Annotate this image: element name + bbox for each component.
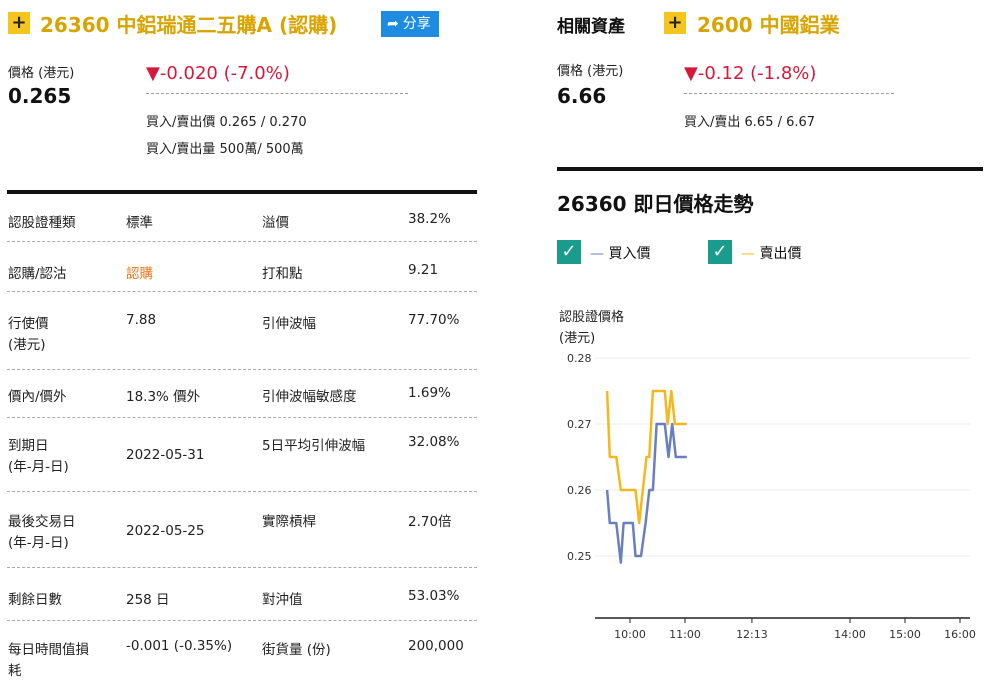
info-value: 38.2% <box>408 211 451 227</box>
x-tick-label: 10:00 <box>614 628 646 641</box>
info-value: 1.69% <box>408 385 451 401</box>
row-divider <box>7 241 477 242</box>
related-bid-ask-row: 買入/賣出 6.65 / 6.67 <box>684 111 815 130</box>
related-title[interactable]: 2600 中國鋁業 <box>697 13 840 37</box>
x-tick-label: 11:00 <box>669 628 701 641</box>
info-label: 打和點 <box>262 266 303 282</box>
info-label: 認股證種類 <box>8 215 76 231</box>
bid-ask-price-value: 0.265 / 0.270 <box>219 115 307 130</box>
info-value: 77.70% <box>408 312 460 328</box>
info-value: 2.70倍 <box>408 514 452 530</box>
price-chart[interactable]: 0.28 0.27 0.26 0.25 10:00 11:00 12:13 14:00 15:0… <box>555 345 980 655</box>
info-value: 200,000 <box>408 638 464 654</box>
related-bid-ask-label: 買入/賣出 <box>684 115 741 130</box>
info-value: -0.001 (-0.35%) <box>126 638 233 654</box>
info-value: 2022-05-31 <box>126 447 205 463</box>
row-divider <box>7 620 477 621</box>
section-rule <box>557 167 983 171</box>
info-label: 到期日 <box>8 438 49 454</box>
x-tick-label: 16:00 <box>944 628 976 641</box>
info-label-sub: 耗 <box>8 663 22 679</box>
info-label: 引伸波幅敏感度 <box>262 389 357 405</box>
warrant-change: ▼-0.020 (-7.0%) <box>146 63 290 84</box>
info-label: 引伸波幅 <box>262 316 316 332</box>
bid-legend-label: 買入價 <box>608 246 651 262</box>
bid-checkbox[interactable]: ✓ <box>557 240 581 264</box>
info-value: 258 日 <box>126 592 170 608</box>
row-divider <box>7 417 477 418</box>
share-label: 分享 <box>402 16 431 32</box>
info-label-sub: (港元) <box>8 337 46 353</box>
info-label: 實際槓桿 <box>262 514 316 530</box>
divider <box>146 93 408 94</box>
info-value: 7.88 <box>126 312 157 328</box>
info-value: 9.21 <box>408 262 439 278</box>
info-label: 每日時間值損 <box>8 642 89 658</box>
divider <box>684 93 894 94</box>
bid-ask-volume-value: 500萬/ 500萬 <box>219 142 304 157</box>
ask-legend-swatch: — <box>741 246 755 262</box>
y-tick-label: 0.27 <box>567 418 592 431</box>
info-label: 溢價 <box>262 215 289 231</box>
warrant-title: 26360 中鋁瑞通二五購A (認購) <box>40 13 338 37</box>
info-label: 行使價 <box>8 316 49 332</box>
row-divider <box>7 291 477 292</box>
info-label: 價內/價外 <box>8 389 67 405</box>
warrant-price-label: 價格 (港元) <box>8 66 75 81</box>
share-button[interactable]: ➦ 分享 <box>381 11 439 37</box>
row-divider <box>7 567 477 568</box>
related-change: ▼-0.12 (-1.8%) <box>684 63 817 84</box>
info-value: 18.3% 價外 <box>126 389 201 405</box>
bid-legend-swatch: — <box>590 246 604 262</box>
info-value: 32.08% <box>408 434 460 450</box>
info-value: 認購 <box>126 266 153 282</box>
info-label: 5日平均引伸波幅 <box>262 438 366 454</box>
y-tick-label: 0.26 <box>567 484 592 497</box>
info-label-sub: (年-月-日) <box>8 459 69 475</box>
related-price: 6.66 <box>557 84 607 108</box>
row-divider <box>7 369 477 370</box>
bid-ask-price-row: 買入/賣出價 0.265 / 0.270 <box>146 111 307 130</box>
bid-ask-price-label: 買入/賣出價 <box>146 115 216 130</box>
chart-ylabel-unit: (港元) <box>559 331 596 346</box>
add-related-icon[interactable]: + <box>664 12 686 34</box>
x-tick-label: 12:13 <box>736 628 768 641</box>
related-bid-ask-value: 6.65 / 6.67 <box>744 115 816 130</box>
chart-ylabel: 認股證價格 <box>559 310 625 325</box>
ask-checkbox[interactable]: ✓ <box>708 240 732 264</box>
y-tick-label: 0.25 <box>567 550 592 563</box>
info-label: 認購/認沽 <box>8 266 67 282</box>
info-label: 街貨量 (份) <box>262 642 331 658</box>
ask-price-line <box>605 389 687 525</box>
bid-ask-volume-row: 買入/賣出量 500萬/ 500萬 <box>146 138 304 157</box>
x-tick-label: 14:00 <box>834 628 866 641</box>
warrant-price: 0.265 <box>8 84 72 108</box>
related-asset-label: 相關資產 <box>557 17 625 37</box>
bid-ask-volume-label: 買入/賣出量 <box>146 142 216 157</box>
info-label: 最後交易日 <box>8 514 76 530</box>
info-value: 2022-05-25 <box>126 523 205 539</box>
bid-legend: — 買入價 <box>590 243 650 263</box>
info-label: 剩餘日數 <box>8 592 62 608</box>
related-price-label: 價格 (港元) <box>557 64 624 79</box>
add-watchlist-icon[interactable]: + <box>8 12 30 34</box>
info-value: 標準 <box>126 215 153 231</box>
share-icon: ➦ <box>387 16 399 32</box>
section-rule <box>7 190 477 194</box>
info-value: 53.03% <box>408 588 460 604</box>
ask-legend-label: 賣出價 <box>759 246 802 262</box>
info-label-sub: (年-月-日) <box>8 535 69 551</box>
chart-title: 26360 即日價格走勢 <box>557 192 754 216</box>
y-tick-label: 0.28 <box>567 352 592 365</box>
bid-price-line <box>605 422 687 564</box>
row-divider <box>7 491 477 492</box>
x-tick-label: 15:00 <box>889 628 921 641</box>
ask-legend: — 賣出價 <box>741 243 801 263</box>
info-label: 對沖值 <box>262 592 303 608</box>
